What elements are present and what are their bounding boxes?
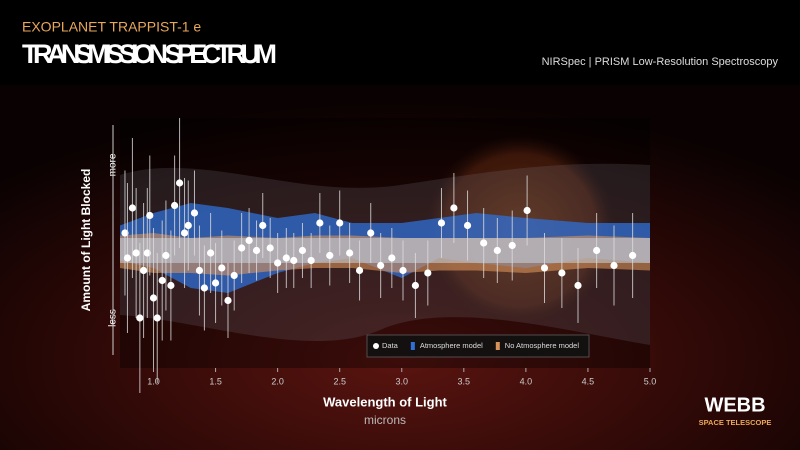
data-point bbox=[162, 251, 170, 260]
legend: Data Atmosphere model No Atmosphere model bbox=[366, 334, 590, 358]
data-point bbox=[230, 271, 238, 280]
legend-swatch bbox=[495, 342, 500, 350]
data-point bbox=[629, 251, 637, 260]
data-point bbox=[200, 284, 209, 292]
data-point bbox=[132, 249, 140, 257]
data-point bbox=[540, 264, 549, 272]
data-point bbox=[175, 179, 184, 187]
legend-label: Data bbox=[382, 341, 399, 350]
data-point bbox=[346, 249, 354, 257]
data-point bbox=[355, 266, 364, 275]
data-point bbox=[574, 281, 582, 290]
x-unit: microns bbox=[364, 413, 406, 427]
data-point bbox=[153, 314, 161, 322]
data-point bbox=[298, 246, 307, 255]
x-tick-label: 4.0 bbox=[520, 376, 533, 386]
plot bbox=[120, 118, 650, 393]
data-point bbox=[336, 219, 344, 227]
data-point bbox=[450, 204, 458, 212]
data-point bbox=[282, 254, 290, 262]
y-axis-label: Amount of Light Blocked bbox=[79, 169, 93, 312]
data-point bbox=[167, 281, 175, 290]
legend-label: No Atmosphere model bbox=[505, 341, 580, 350]
x-tick-label: 3.5 bbox=[458, 376, 471, 386]
data-point bbox=[195, 266, 204, 275]
legend-swatch bbox=[410, 342, 415, 350]
data-point bbox=[399, 266, 407, 275]
data-point bbox=[610, 261, 618, 270]
data-point bbox=[143, 249, 151, 257]
data-point bbox=[367, 229, 375, 237]
legend-swatch bbox=[373, 343, 379, 349]
data-point bbox=[136, 314, 144, 322]
data-point bbox=[326, 251, 334, 260]
data-point bbox=[558, 269, 566, 277]
data-point bbox=[190, 209, 199, 217]
data-point bbox=[245, 236, 253, 245]
data-point bbox=[146, 211, 154, 220]
data-point bbox=[508, 241, 516, 250]
x-tick-label: 3.0 bbox=[395, 376, 408, 386]
legend-label: Atmosphere model bbox=[420, 341, 483, 350]
x-tick-label: 2.0 bbox=[271, 376, 284, 386]
data-point bbox=[158, 276, 166, 285]
data-point bbox=[171, 201, 179, 210]
instrument: NIRSpec | PRISM Low-Resolution Spectrosc… bbox=[542, 56, 779, 68]
data-point bbox=[128, 204, 137, 212]
data-point bbox=[480, 239, 488, 247]
data-point bbox=[259, 221, 267, 230]
data-point bbox=[388, 254, 396, 262]
data-point bbox=[207, 249, 215, 257]
data-point bbox=[180, 229, 189, 237]
data-point bbox=[307, 256, 315, 265]
data-point bbox=[238, 244, 246, 252]
data-point bbox=[139, 266, 148, 275]
data-point bbox=[123, 254, 132, 262]
data-point bbox=[523, 206, 531, 215]
x-tick-label: 1.0 bbox=[147, 376, 160, 386]
logo-subtitle: SPACE TELESCOPE bbox=[699, 418, 772, 427]
x-tick-label: 5.0 bbox=[644, 376, 657, 386]
legend-box bbox=[366, 334, 590, 358]
data-point bbox=[437, 219, 446, 227]
data-point bbox=[493, 246, 501, 255]
data-point bbox=[266, 244, 274, 252]
data-point bbox=[274, 259, 282, 267]
data-point bbox=[184, 221, 192, 230]
data-point bbox=[224, 296, 232, 305]
data-point bbox=[218, 264, 226, 272]
kicker: EXOPLANET TRAPPIST-1 e bbox=[22, 19, 201, 35]
data-point bbox=[121, 229, 129, 237]
title: TRANSMISSION SPECTRUM bbox=[22, 39, 277, 69]
header-band bbox=[0, 0, 800, 85]
data-point bbox=[593, 246, 601, 255]
data-point bbox=[252, 246, 261, 255]
data-point bbox=[316, 219, 324, 227]
data-point bbox=[211, 279, 220, 287]
x-tick-label: 4.5 bbox=[582, 376, 595, 386]
x-axis-label: Wavelength of Light bbox=[323, 394, 447, 409]
data-point bbox=[290, 256, 298, 265]
data-point bbox=[424, 269, 432, 277]
data-point bbox=[149, 294, 158, 302]
x-tick-label: 2.5 bbox=[333, 376, 346, 386]
x-tick-label: 1.5 bbox=[209, 376, 222, 386]
data-point bbox=[377, 261, 385, 270]
data-point bbox=[463, 221, 472, 230]
logo-name: WEBB bbox=[704, 394, 765, 416]
data-point bbox=[411, 281, 420, 290]
